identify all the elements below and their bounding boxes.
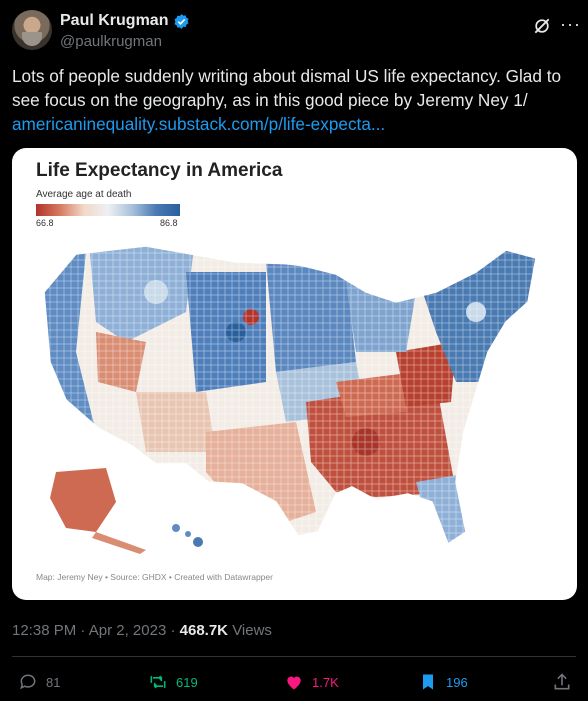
- tweet-link[interactable]: americaninequality.substack.com/p/life-e…: [12, 114, 386, 134]
- tweet-meta: 12:38 PM · Apr 2, 2023 · 468.7K Views: [12, 622, 272, 639]
- repost-button[interactable]: 619: [148, 672, 198, 692]
- legend-gradient: [36, 204, 180, 216]
- repost-icon: [150, 675, 166, 689]
- tweet-date[interactable]: Apr 2, 2023: [88, 622, 167, 639]
- author-name-row: Paul Krugman: [60, 12, 190, 30]
- legend-label: Average age at death: [36, 189, 132, 200]
- tweet-time[interactable]: 12:38 PM: [12, 622, 77, 639]
- heart-icon: [287, 676, 301, 690]
- bookmark-count: 196: [446, 674, 468, 690]
- more-options-icon[interactable]: ···: [560, 14, 581, 34]
- bookmark-button[interactable]: 196: [418, 672, 468, 692]
- legend-min: 66.8: [36, 218, 54, 228]
- verified-badge-icon: [174, 13, 189, 29]
- divider: [12, 656, 576, 657]
- reply-button[interactable]: 81: [18, 672, 60, 692]
- share-button[interactable]: [552, 672, 572, 692]
- map-source-note: Map: Jeremy Ney • Source: GHDX • Created…: [36, 572, 273, 582]
- tweet-header: Paul Krugman @paulkrugman ···: [12, 6, 580, 56]
- us-life-expectancy-map: [43, 245, 537, 554]
- tweet-body: Lots of people suddenly writing about di…: [12, 66, 562, 110]
- reply-icon: [20, 674, 36, 690]
- tweet-text: Lots of people suddenly writing about di…: [12, 64, 578, 136]
- bookmark-icon: [423, 674, 433, 690]
- author-name[interactable]: Paul Krugman: [60, 12, 169, 29]
- views-label: Views: [232, 622, 272, 639]
- reply-count: 81: [46, 674, 61, 690]
- media-card[interactable]: Life Expectancy in America Average age a…: [12, 148, 577, 600]
- like-button[interactable]: 1.7K: [284, 672, 339, 692]
- avatar[interactable]: [12, 10, 52, 50]
- like-count: 1.7K: [312, 674, 339, 690]
- views-count: 468.7K: [179, 622, 229, 639]
- legend-max: 86.8: [160, 218, 178, 228]
- grok-icon[interactable]: [532, 16, 552, 36]
- map-title: Life Expectancy in America: [36, 160, 283, 181]
- author-handle[interactable]: @paulkrugman: [60, 33, 162, 50]
- tweet-actions: 81 619 1.7K 196: [12, 668, 576, 698]
- repost-count: 619: [176, 674, 198, 690]
- share-icon: [554, 673, 570, 690]
